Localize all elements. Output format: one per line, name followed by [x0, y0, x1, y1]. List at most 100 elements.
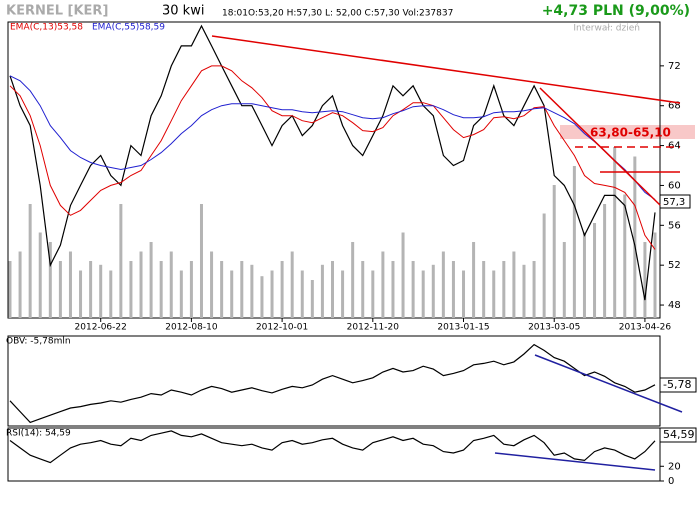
volume-bar: [331, 261, 334, 318]
y-tick-label: 60: [668, 180, 681, 191]
ticker: KERNEL [KER]: [6, 4, 108, 19]
volume-bar: [109, 270, 113, 318]
volume-bar: [310, 280, 314, 318]
volume-bar: [129, 261, 133, 318]
volume-bar: [139, 251, 143, 318]
volume-bar: [220, 261, 224, 318]
volume-bar: [643, 242, 647, 318]
volume-bar: [623, 194, 627, 318]
volume-bar: [169, 251, 173, 318]
legend-entry: EMA(C,13)53,58: [10, 23, 83, 33]
trendline: [211, 35, 681, 104]
volume-bar: [421, 270, 425, 318]
volume-bar: [119, 204, 123, 318]
volume-bar: [593, 223, 597, 318]
last-box: [659, 427, 697, 443]
last-label: -5,78: [663, 378, 691, 391]
volume-bar: [572, 166, 576, 318]
volume-bar: [603, 204, 607, 318]
last-box: [659, 194, 691, 209]
panel-title: OBV: -5,78mln: [6, 337, 71, 347]
trendline: [534, 354, 683, 413]
y-tick-label: 0: [668, 476, 674, 487]
x-tick-label: 2013-01-15: [437, 323, 489, 333]
x-tick-label: 2012-08-10: [165, 323, 218, 333]
volume-bar: [230, 270, 234, 318]
volume-bar: [58, 261, 62, 318]
volume-bar: [532, 261, 536, 318]
y-tick-label: 68: [668, 101, 681, 112]
volume-bar: [633, 156, 637, 318]
range-label: 63,80-65,10: [590, 126, 671, 140]
legend-entry: EMA(C,55)58,59: [92, 23, 165, 33]
volume-bar: [18, 251, 22, 318]
last-label: 54,59: [663, 428, 695, 441]
y-tick-label: 20: [668, 461, 681, 472]
volume-bar: [512, 251, 516, 318]
volume-bar: [562, 242, 566, 318]
panel: [7, 335, 661, 427]
volume-bar: [441, 251, 445, 318]
volume-bar: [653, 232, 657, 318]
volume-bar: [492, 270, 496, 318]
volume-bar: [542, 213, 546, 318]
ohlc: O:53,20 H:57,30 L: 52,00 C:57,30 Vol:237…: [248, 9, 453, 19]
interval: Interwał: dzień: [573, 24, 640, 34]
volume-bar: [472, 242, 476, 318]
volume-bar: [99, 264, 103, 318]
volume-bar: [250, 264, 254, 318]
y-tick-label: 72: [668, 61, 681, 72]
volume-bar: [260, 276, 264, 318]
volume-bar: [502, 261, 506, 318]
series-line: [9, 343, 656, 424]
volume-bar: [199, 204, 203, 318]
volume-bar: [522, 264, 526, 318]
series-line: [9, 75, 656, 200]
range-box: [560, 125, 695, 139]
change: +4,73 PLN (9,00%): [542, 3, 690, 19]
volume-bar: [411, 261, 415, 318]
x-tick-label: 2012-11-20: [347, 323, 400, 333]
volume-bar: [451, 261, 455, 318]
last-box: [659, 377, 697, 393]
series-line: [9, 430, 656, 464]
period: 30 kwi: [162, 4, 204, 19]
volume-bar: [159, 261, 163, 318]
volume-bar: [149, 242, 153, 318]
y-tick-label: 48: [668, 300, 681, 311]
volume-bar: [462, 270, 466, 318]
y-tick-label: 64: [668, 141, 681, 152]
volume-bar: [280, 261, 284, 318]
x-tick-label: 2012-06-22: [75, 323, 127, 333]
volume-bar: [8, 261, 12, 318]
volume-bar: [240, 261, 244, 318]
x-tick-label: 2012-10-01: [256, 323, 308, 333]
volume-bar: [552, 185, 556, 318]
time: 18:01: [222, 9, 248, 19]
volume-bar: [582, 232, 586, 318]
y-tick-label: 56: [668, 220, 681, 231]
volume-bar: [351, 242, 355, 318]
panel: [7, 427, 661, 482]
series-line: [9, 65, 656, 250]
x-tick-label: 2013-04-26: [619, 323, 672, 333]
volume-bar: [89, 261, 93, 318]
volume-bar: [401, 232, 405, 318]
volume-bar: [79, 270, 83, 318]
volume-bar: [361, 261, 365, 318]
volume-bar: [179, 270, 183, 318]
volume-bar: [210, 251, 214, 318]
volume-bar: [341, 270, 345, 318]
panel-title: RSI(14): 54,59: [6, 429, 71, 439]
volume-bar: [28, 204, 32, 318]
volume-bar: [482, 261, 486, 318]
volume-bar: [290, 251, 294, 318]
y-tick-label: 52: [668, 260, 681, 271]
volume-bar: [431, 264, 435, 318]
volume-bar: [270, 270, 274, 318]
trendline: [494, 452, 656, 471]
volume-bar: [371, 270, 375, 318]
volume-bar: [391, 261, 395, 318]
volume-bar: [68, 251, 72, 318]
